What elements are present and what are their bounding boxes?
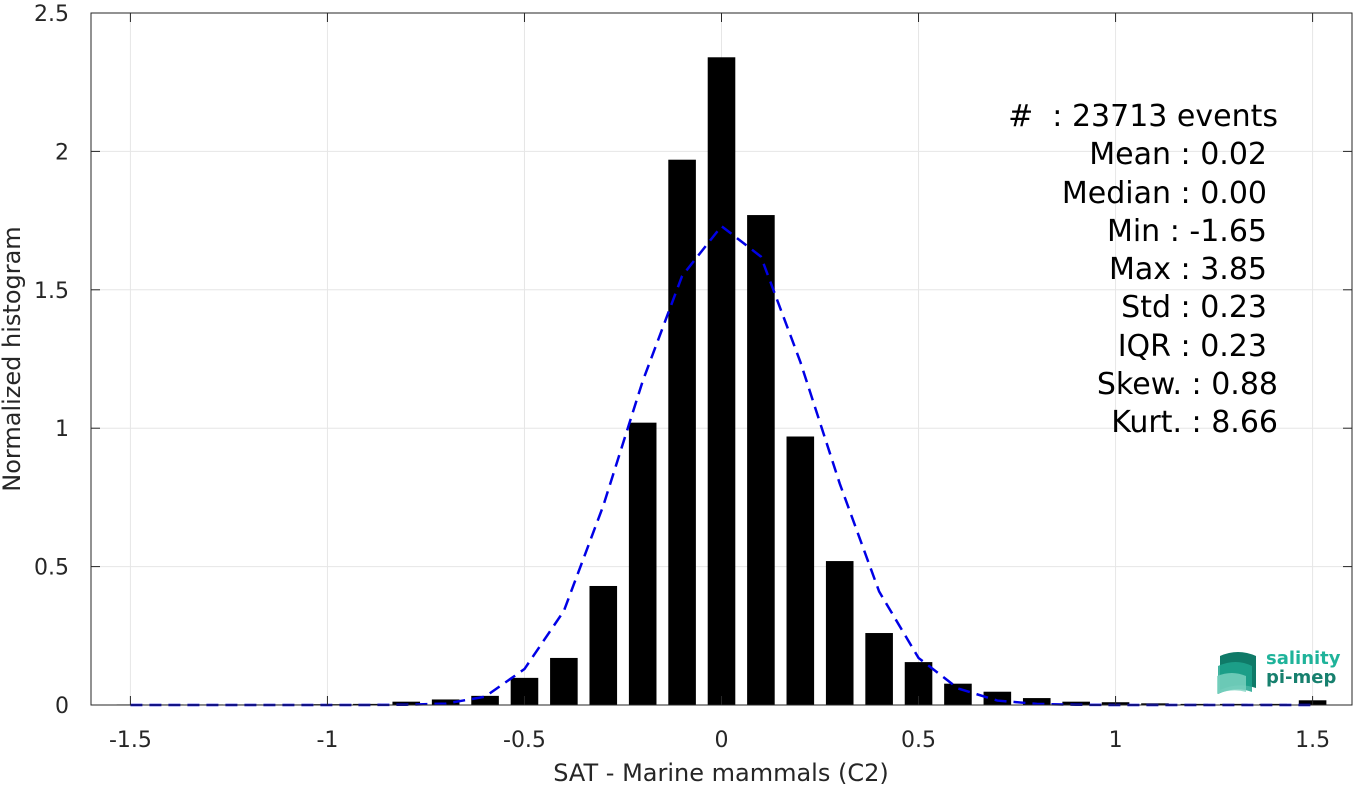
y-tick-label-0: 0 <box>55 694 69 719</box>
histogram-bar-23 <box>1022 698 1051 705</box>
histogram-bar-24 <box>1062 701 1090 705</box>
y-tick-label-5: 2.5 <box>34 2 69 27</box>
x-tick-label-3: 0 <box>715 728 729 753</box>
histogram-bars <box>116 57 1327 706</box>
y-tick-labels: 0 0.5 1 1.5 2 2.5 <box>34 2 69 719</box>
tick-marks <box>91 12 1352 706</box>
y-axis-label: Normalized histogram <box>0 226 26 491</box>
x-tick-label-5: 1 <box>1109 728 1123 753</box>
x-tick-label-4: 0.5 <box>901 728 936 753</box>
y-tick-label-3: 1.5 <box>34 279 69 304</box>
histogram-bar-9 <box>471 695 499 705</box>
x-tick-label-0: -1.5 <box>109 728 152 753</box>
histogram-bar-19 <box>865 633 893 705</box>
wave-logo-icon <box>1217 652 1256 694</box>
stat-events: # : 23713 events <box>1008 99 1278 134</box>
histogram-bar-8 <box>431 699 460 705</box>
histogram-bar-29 <box>1259 703 1287 705</box>
histogram-bar-13 <box>628 422 657 705</box>
stat-max: Max : 3.85 <box>1109 252 1267 288</box>
histogram-bar-21 <box>944 683 972 705</box>
stat-min: Min : -1.65 <box>1106 213 1267 249</box>
stat-std: Std : 0.23 <box>1121 290 1267 326</box>
statistics-panel: # : 23713 events Mean : 0.02 Median : 0.… <box>960 98 1278 443</box>
stat-iqr: IQR : 0.23 <box>1117 328 1267 364</box>
x-tick-label-2: -0.5 <box>503 728 546 753</box>
salinity-pi-mep-logo: salinity pi-mep <box>1216 646 1346 696</box>
logo-text-pi-mep: pi-mep <box>1266 667 1337 688</box>
stat-kurt: Kurt. : 8.66 <box>1111 405 1278 441</box>
stat-mean: Mean : 0.02 <box>1089 137 1267 173</box>
stat-median: Median : 0.00 <box>1061 175 1267 211</box>
x-tick-label-6: 1.5 <box>1295 728 1330 753</box>
y-tick-label-4: 2 <box>55 140 69 165</box>
histogram-bar-7 <box>392 701 421 705</box>
histogram-bar-16 <box>747 215 775 705</box>
x-axis-label: SAT - Marine mammals (C2) <box>553 759 888 785</box>
histogram-bar-14 <box>668 159 696 706</box>
logo-text-salinity: salinity <box>1266 648 1341 669</box>
histogram-bar-12 <box>589 585 618 705</box>
histogram-bar-18 <box>825 561 854 705</box>
histogram-bar-15 <box>707 57 736 705</box>
y-tick-label-2: 1 <box>55 417 69 442</box>
stat-skew: Skew. : 0.88 <box>1096 367 1278 403</box>
y-tick-label-1: 0.5 <box>34 556 69 581</box>
histogram-bar-11 <box>550 657 578 705</box>
x-tick-label-1: -1 <box>316 728 338 753</box>
x-tick-labels: -1.5 -1 -0.5 0 0.5 1 1.5 <box>109 728 1330 753</box>
histogram-bar-17 <box>786 436 815 705</box>
